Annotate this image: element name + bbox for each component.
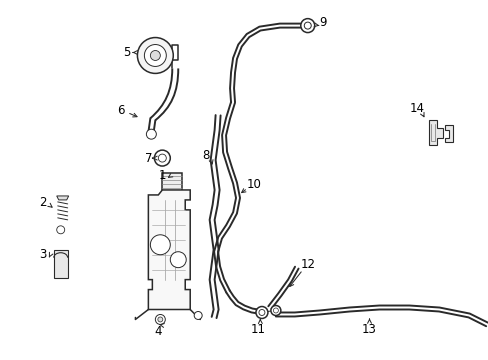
Circle shape bbox=[150, 235, 170, 255]
Circle shape bbox=[154, 150, 170, 166]
Text: 8: 8 bbox=[202, 149, 209, 162]
Text: 4: 4 bbox=[154, 325, 162, 338]
Polygon shape bbox=[57, 196, 68, 200]
Text: 10: 10 bbox=[246, 179, 261, 192]
Text: 7: 7 bbox=[144, 152, 152, 165]
Circle shape bbox=[158, 317, 163, 322]
Circle shape bbox=[150, 50, 160, 60]
Circle shape bbox=[194, 311, 202, 319]
Polygon shape bbox=[428, 120, 442, 145]
Text: 6: 6 bbox=[117, 104, 124, 117]
Circle shape bbox=[259, 310, 264, 315]
Circle shape bbox=[57, 226, 64, 234]
Text: 12: 12 bbox=[300, 258, 315, 271]
Circle shape bbox=[137, 37, 173, 73]
Circle shape bbox=[146, 129, 156, 139]
Polygon shape bbox=[444, 125, 452, 142]
Circle shape bbox=[255, 306, 267, 319]
Text: 9: 9 bbox=[318, 16, 326, 29]
Circle shape bbox=[158, 154, 166, 162]
Circle shape bbox=[170, 252, 186, 268]
Circle shape bbox=[270, 306, 280, 315]
Bar bbox=[54, 250, 67, 278]
Bar bbox=[162, 173, 182, 191]
Text: 1: 1 bbox=[158, 168, 166, 181]
Text: 14: 14 bbox=[409, 102, 424, 115]
Text: 13: 13 bbox=[361, 323, 376, 336]
Text: 3: 3 bbox=[39, 248, 46, 261]
Circle shape bbox=[300, 19, 314, 32]
Text: 11: 11 bbox=[250, 323, 265, 336]
Text: 5: 5 bbox=[122, 46, 130, 59]
Circle shape bbox=[144, 45, 166, 67]
Circle shape bbox=[304, 22, 310, 29]
Polygon shape bbox=[148, 190, 190, 310]
Circle shape bbox=[273, 308, 278, 313]
Text: 2: 2 bbox=[39, 197, 46, 210]
Circle shape bbox=[155, 315, 165, 324]
